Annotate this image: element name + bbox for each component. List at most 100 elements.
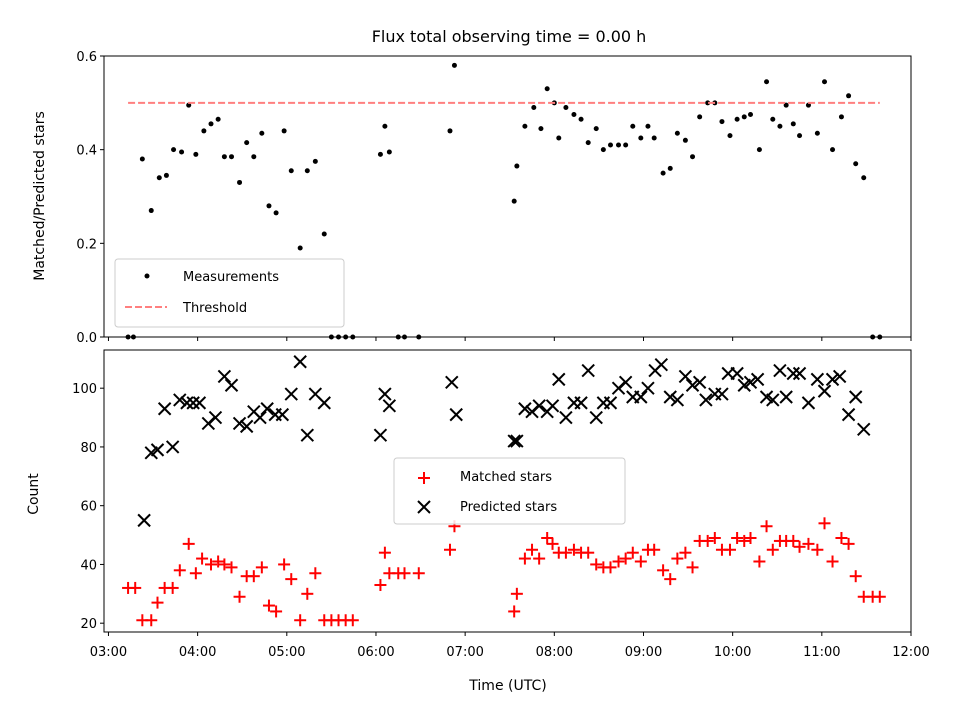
x-axis-label: Time (UTC) — [468, 678, 546, 694]
measurement-point — [447, 128, 453, 134]
measurement-point — [193, 151, 199, 157]
matched-star-point — [309, 567, 322, 580]
predicted-star-point — [445, 375, 459, 390]
predicted-star-point — [730, 366, 744, 381]
measurement-point — [697, 114, 703, 120]
measurement-point — [244, 140, 250, 146]
matched-star-point — [567, 543, 580, 556]
measurement-point — [777, 123, 783, 129]
measurement-point — [741, 114, 747, 120]
matched-star-point — [262, 599, 275, 612]
matched-star-point — [634, 555, 647, 568]
y-tick-label: 0.6 — [76, 50, 97, 65]
predicted-star-point — [786, 366, 801, 381]
matched-star-point — [842, 537, 855, 550]
measurement-point — [690, 154, 696, 160]
y-tick-label: 100 — [72, 382, 97, 397]
measurement-point — [838, 114, 844, 120]
predicted-star-point — [603, 396, 618, 410]
measurement-point — [630, 123, 636, 129]
matched-star-point — [270, 605, 283, 618]
measurement-point — [171, 147, 177, 153]
bottom-legend-box — [393, 457, 626, 525]
measurement-point — [682, 137, 688, 143]
x-tick-label: 06:00 — [357, 645, 394, 660]
x-tick-label: 05:00 — [268, 645, 305, 660]
measurement-point — [304, 168, 310, 174]
predicted-star-point — [137, 513, 151, 528]
measurement-point — [544, 86, 550, 92]
y-tick-label: 80 — [80, 441, 97, 456]
predicted-star-point — [373, 428, 388, 442]
predicted-star-point — [832, 369, 847, 384]
measurement-point — [229, 154, 235, 160]
predicted-star-point — [532, 399, 546, 413]
legend-threshold-label: Threshold — [182, 301, 247, 316]
predicted-star-point — [545, 399, 560, 413]
measurement-point — [719, 119, 725, 125]
predicted-star-point — [275, 407, 290, 422]
measurement-point — [623, 142, 629, 148]
matched-star-point — [212, 555, 225, 568]
matched-star-point — [612, 555, 625, 568]
predicted-star-point — [165, 440, 180, 454]
measurement-point — [853, 161, 859, 167]
predicted-star-point — [507, 434, 521, 448]
predicted-star-point — [382, 399, 397, 413]
measurement-point — [281, 128, 287, 134]
matched-star-point — [744, 532, 757, 544]
measurement-point — [667, 165, 673, 171]
measurement-point — [578, 116, 584, 122]
matched-star-point — [686, 561, 699, 574]
predicted-star-point — [559, 410, 573, 425]
matched-star-point — [518, 552, 531, 565]
predicted-star-point — [841, 407, 856, 422]
matched-star-point — [826, 555, 839, 568]
matched-star-point — [255, 561, 268, 574]
matched-star-point — [559, 546, 572, 559]
predicted-star-point — [239, 419, 254, 434]
measurement-point — [616, 142, 622, 148]
measurement-point — [179, 149, 185, 155]
measurement-point — [201, 128, 207, 134]
matched-star-point — [708, 532, 721, 544]
matched-star-point — [541, 532, 554, 544]
matched-star-point — [753, 555, 766, 568]
measurement-point — [563, 105, 569, 111]
chart-title: Flux total observing time = 0.00 h — [372, 27, 647, 46]
measurement-point — [208, 121, 214, 127]
predicted-star-point — [773, 363, 787, 378]
predicted-star-point — [518, 402, 532, 416]
predicted-star-point — [217, 369, 232, 384]
measurement-point — [556, 135, 562, 141]
predicted-star-point — [173, 393, 187, 407]
measurement-point — [386, 149, 392, 155]
predicted-star-point — [779, 390, 793, 404]
top-legend-box — [114, 258, 345, 328]
top-legend: Measurements Threshold — [114, 258, 345, 328]
x-tick-label: 11:00 — [803, 645, 840, 660]
predicted-star-point — [817, 384, 832, 398]
measurement-point — [531, 105, 537, 111]
measurement-point — [797, 133, 803, 139]
matched-star-point — [731, 532, 744, 544]
bottom-x-ticks: 03:00 04:00 05:00 06:00 07:00 08:00 09:00 10:00… — [90, 632, 930, 660]
predicted-star-point — [766, 393, 780, 407]
y-tick-label: 0.0 — [76, 331, 97, 346]
matched-star-point — [818, 517, 831, 530]
measurement-point — [705, 100, 711, 106]
matched-star-point — [811, 543, 824, 556]
predicted-star-point — [857, 422, 871, 437]
legend-measurements-label: Measurements — [183, 270, 279, 285]
matched-star-point — [664, 573, 677, 586]
measurement-point — [377, 151, 383, 157]
predicted-star-point — [618, 375, 633, 390]
matched-star-point — [671, 552, 684, 565]
predicted-star-point — [192, 396, 207, 410]
top-x-ticks — [107, 337, 912, 341]
matched-star-point — [285, 573, 298, 586]
matched-star-point — [835, 532, 848, 544]
measurement-point — [593, 126, 599, 132]
measurement-point — [756, 147, 762, 153]
matched-star-point — [145, 614, 158, 627]
